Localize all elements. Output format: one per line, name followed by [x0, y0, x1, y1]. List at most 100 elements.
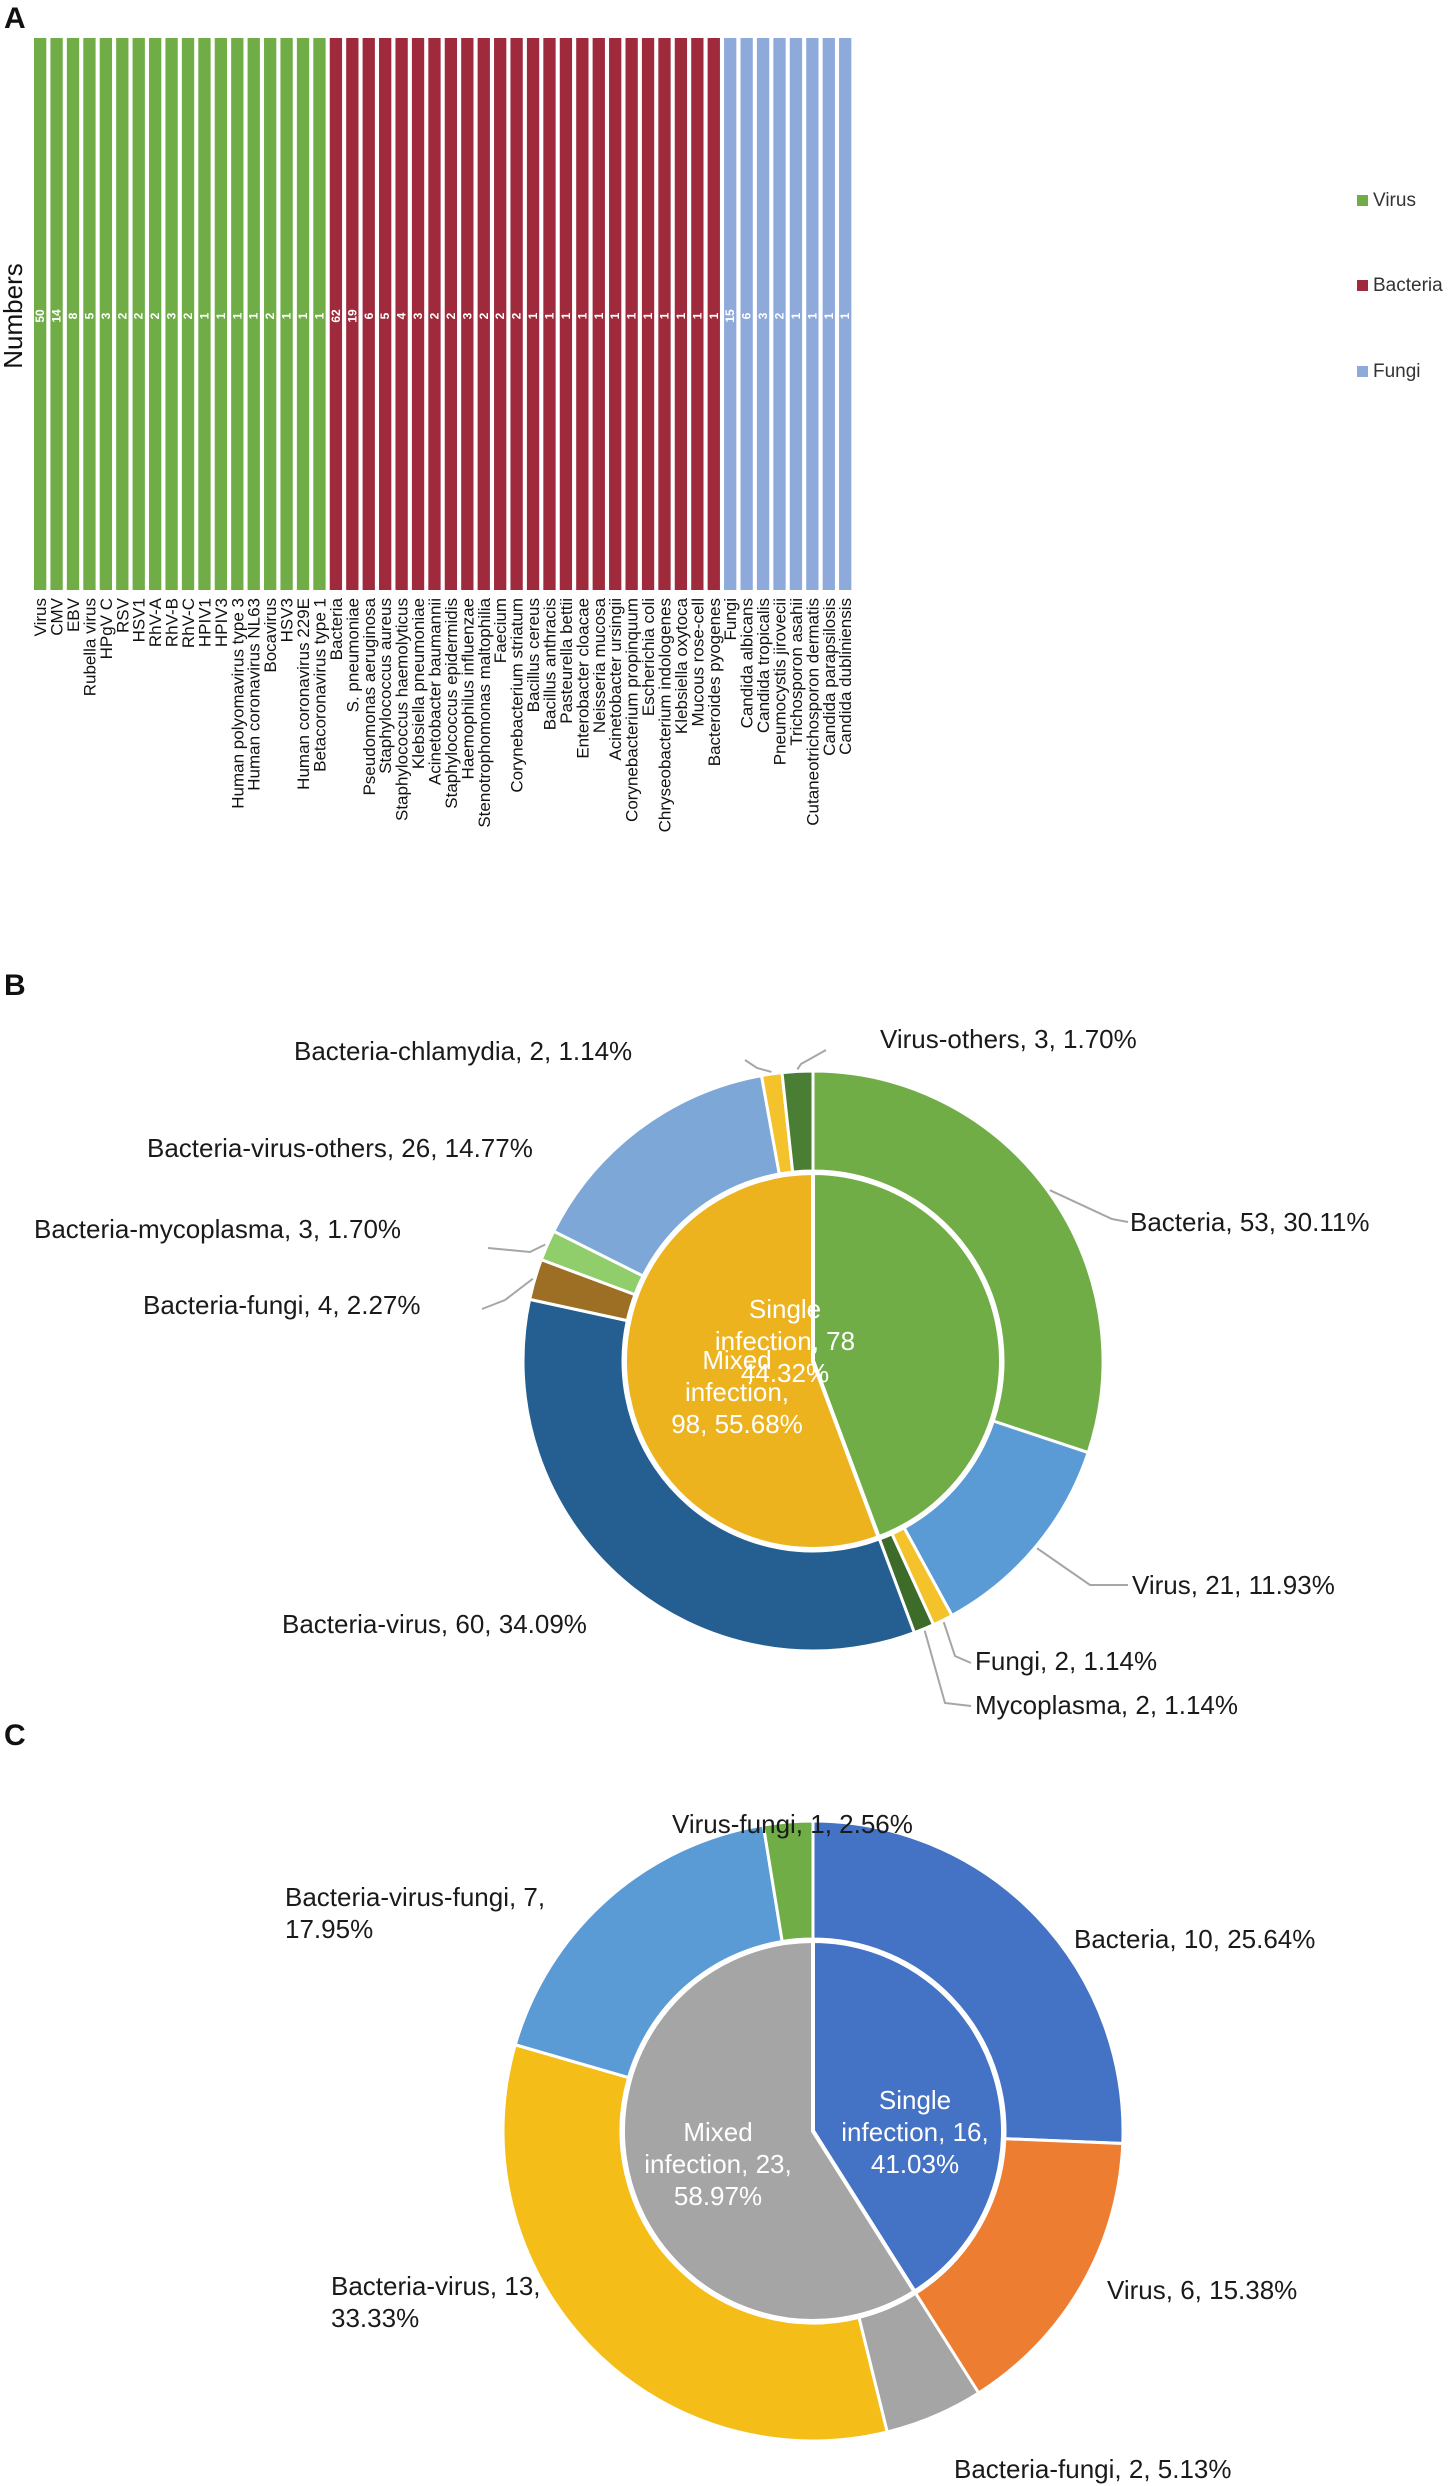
bar-value-label: 3: [99, 312, 113, 319]
outer-label-bacteria-virus: 33.33%: [331, 2303, 419, 2333]
panel-letter-c: C: [4, 1719, 26, 1752]
bar-candida-tropicalis: [756, 38, 770, 590]
bar-value-label: 5: [82, 312, 96, 319]
bar-value-label: 2: [477, 312, 491, 319]
bar-hpiv3: [214, 38, 228, 590]
bar-hpiv1: [198, 38, 211, 590]
bar-betacoronavirus-type-1: [313, 38, 326, 590]
leader-line-bacteria-chlamydia: [744, 1059, 772, 1073]
bar-value-label: 62: [329, 309, 343, 323]
x-tick-staphylococcus-epidermidis: Staphylococcus epidermidis: [442, 598, 461, 809]
bar-hsv1: [132, 38, 145, 590]
legend-swatch-bacteria: [1357, 280, 1368, 291]
x-tick-klebsiella-oxytoca: Klebsiella oxytoca: [672, 597, 691, 734]
x-tick-klebsiella-pneumoniae: Klebsiella pneumoniae: [409, 598, 428, 769]
bar-value-label: 1: [247, 312, 261, 319]
legend-swatch-fungi: [1357, 366, 1368, 377]
bar-bacillus-anthracis: [543, 38, 556, 590]
inner-label-single-infection: infection, 78: [715, 1326, 855, 1356]
bars: 50 14 8 5 3 2 2 2 3 2 1 1 1 1 2 1 1 1 62 19 6 5 4 3 2 2 3 2 2 2 1 1 1 1 1 1…: [33, 38, 852, 590]
bar-fungi: [724, 38, 737, 590]
x-tick-acinetobacter-baumannii: Acinetobacter baumannii: [425, 598, 444, 785]
inner-label-mixed-infection: 58.97%: [674, 2181, 762, 2211]
bar-pasteurella-bettii: [559, 38, 573, 590]
x-tick-pasteurella-bettii: Pasteurella bettii: [557, 598, 576, 724]
x-tick-virus: Virus: [31, 598, 50, 636]
bar-bacteria: [329, 38, 343, 590]
inner-label-mixed-infection: Mixed: [702, 1345, 771, 1375]
x-tick-human-coronavirus-nl63: Human coronavirus NL63: [245, 598, 264, 791]
bar-value-label: 2: [773, 312, 787, 319]
x-tick-hpiv1: HPIV1: [195, 598, 214, 647]
inner-slice-single-infection: [811, 1170, 1004, 1540]
bar-value-label: 6: [362, 312, 376, 319]
bar-klebsiella-oxytoca: [674, 38, 688, 590]
x-tick-acinetobacter-ursingii: Acinetobacter ursingii: [606, 598, 625, 761]
bar-rhv-c: [181, 38, 195, 590]
bar-faecium: [494, 38, 507, 590]
bar-cmv: [50, 38, 63, 590]
bar-bacillus-cereus: [526, 38, 540, 590]
y-axis-label: Numbers: [0, 263, 28, 368]
outer-label-virus-fungi: Virus-fungi, 1, 2.56%: [672, 1809, 913, 1839]
inner-label-mixed-infection: 98, 55.68%: [671, 1409, 803, 1439]
outer-label-bacteria-virus-fungi: 17.95%: [285, 1914, 373, 1944]
x-tick-candida-dubliniensis: Candida dubliniensis: [836, 598, 855, 755]
bar-value-label: 1: [690, 312, 704, 319]
outer-slice-bacteria: [811, 1819, 1125, 2146]
bar-value-label: 1: [805, 312, 819, 319]
inner-label-mixed-infection: infection, 23,: [644, 2149, 791, 2179]
x-tick-staphylococcus-haemolyticus: Staphylococcus haemolyticus: [393, 598, 412, 821]
panel-letter-a: A: [4, 2, 26, 35]
x-tick-rhv-b: RhV-B: [163, 598, 182, 647]
bar-value-label: 3: [165, 312, 179, 319]
leader-line-fungi: [942, 1621, 972, 1664]
inner-label-single-infection: 44.32%: [741, 1358, 829, 1388]
outer-slice-bacteria-virus: [501, 2042, 890, 2443]
bar-value-label: 14: [50, 309, 64, 323]
bar-value-label: 3: [460, 312, 474, 319]
bar-value-label: 2: [115, 312, 129, 319]
bar-rubella-virus: [83, 38, 96, 590]
bar-value-label: 8: [66, 312, 80, 319]
outer-label-virus: Virus, 21, 11.93%: [1132, 1570, 1335, 1600]
outer-label-bacteria-chlamydia: Bacteria-chlamydia, 2, 1.14%: [294, 1036, 632, 1066]
x-tick-rubella-virus: Rubella virus: [80, 598, 99, 696]
bar-value-label: 1: [526, 312, 540, 319]
outer-label-bacteria-mycoplasma: Bacteria-mycoplasma, 3, 1.70%: [34, 1214, 401, 1244]
bar-pneumocystis-jirovecii: [773, 38, 786, 590]
x-tick-hsv3: HSV3: [278, 598, 297, 642]
outer-label-bacteria: Bacteria, 53, 30.11%: [1130, 1207, 1369, 1237]
x-tick-hpgv-c: HPgV C: [97, 598, 116, 659]
x-tick-human-coronavirus-229e: Human coronavirus 229E: [294, 598, 313, 790]
bar-escherichia-coli: [641, 38, 655, 590]
inner-label-single-infection: 41.03%: [871, 2149, 959, 2179]
bar-ebv: [66, 38, 80, 590]
bar-value-label: 2: [510, 312, 524, 319]
bar-value-label: 1: [674, 312, 688, 319]
inner-label-mixed-infection: Mixed: [683, 2117, 752, 2147]
bar-value-label: 1: [707, 312, 721, 319]
bar-staphylococcus-aureus: [379, 38, 392, 590]
x-tick-hpiv3: HPIV3: [212, 598, 231, 647]
bar-value-label: 2: [181, 312, 195, 319]
bar-corynebacterium-striatum: [510, 38, 523, 590]
bar-value-label: 2: [427, 312, 441, 319]
inner-label-mixed-infection: infection,: [685, 1377, 789, 1407]
leader-line-bacteria: [1049, 1189, 1129, 1223]
x-tick-pseudomonas-aeruginosa: Pseudomonas aeruginosa: [360, 597, 379, 795]
bar-value-label: 1: [230, 312, 244, 319]
x-tick-bacteroides-pyogenes: Bacteroides pyogenes: [705, 598, 724, 766]
x-tick-bacillus-cereus: Bacillus cereus: [524, 598, 543, 712]
inner-label-single-infection: infection, 16,: [841, 2117, 988, 2147]
x-tick-mucous-rose-cell: Mucous rose-cell: [688, 598, 707, 727]
bar-acinetobacter-ursingii: [609, 38, 622, 590]
outer-slice-bacteria-virus-fungi: [513, 1823, 784, 2080]
bar-value-label: 3: [411, 312, 425, 319]
bar-candida-albicans: [740, 38, 753, 590]
bar-chryseobacterium-indologenes: [658, 38, 671, 590]
bar-value-label: 3: [756, 312, 770, 319]
bar-value-label: 5: [378, 312, 392, 319]
outer-label-mycoplasma: Mycoplasma, 2, 1.14%: [975, 1690, 1238, 1720]
